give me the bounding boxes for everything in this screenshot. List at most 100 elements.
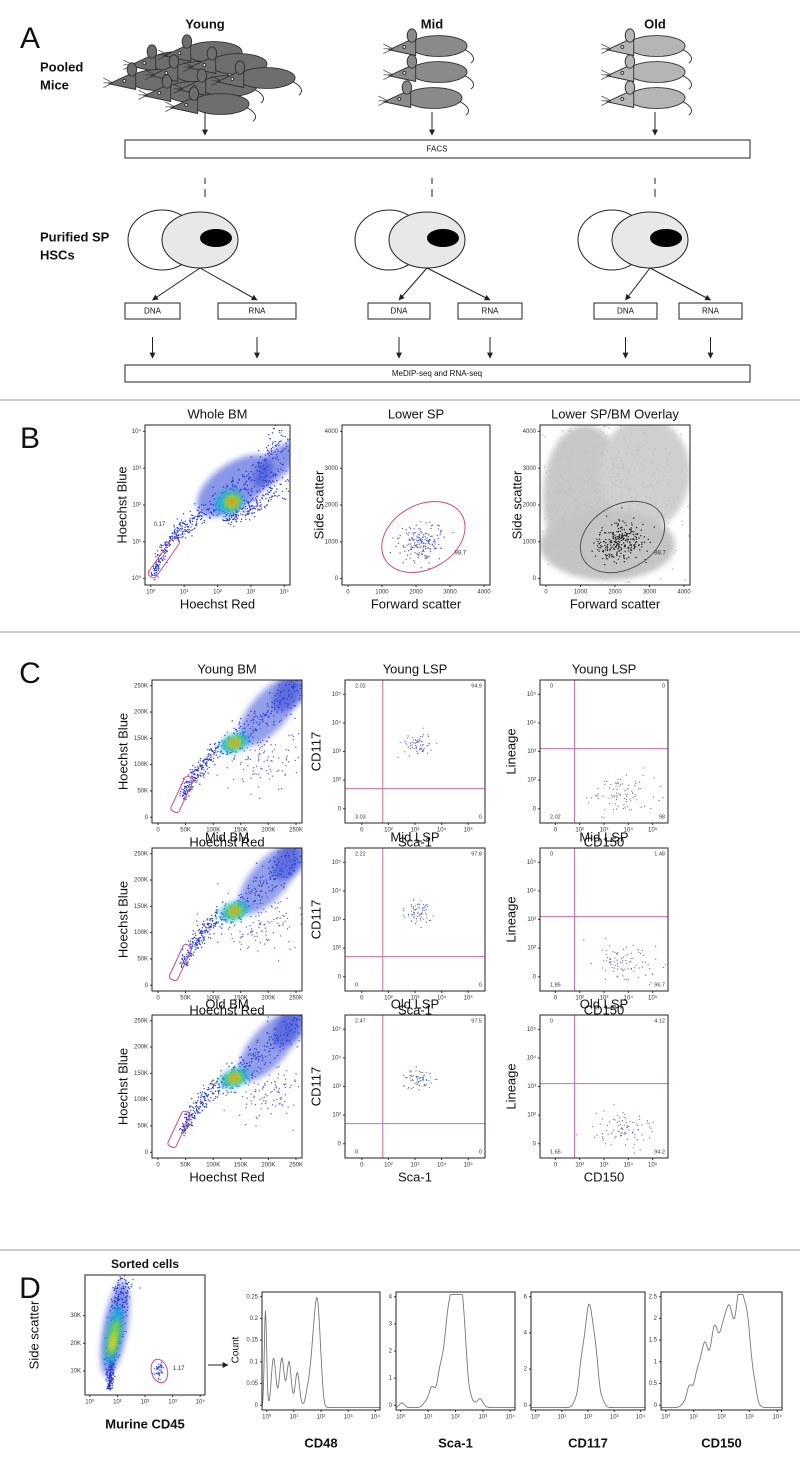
event-dot — [605, 541, 607, 544]
event-dot — [192, 933, 194, 936]
event-dot — [407, 915, 409, 917]
event-dot — [271, 443, 274, 445]
x-tick-label: 3000 — [443, 590, 457, 596]
event-dot — [269, 1054, 271, 1056]
event-dot — [259, 499, 261, 501]
event-dot — [119, 1276, 121, 1278]
event-dot — [595, 534, 597, 536]
event-dot — [426, 556, 429, 559]
event-dot — [588, 471, 590, 473]
event-dot — [587, 467, 590, 470]
event-dot — [280, 884, 283, 886]
event-dot — [413, 538, 415, 541]
event-dot — [424, 533, 426, 535]
event-dot — [209, 933, 211, 935]
arrow — [649, 267, 712, 301]
event-dot — [222, 919, 225, 921]
event-dot — [204, 929, 206, 932]
event-dot — [109, 1388, 112, 1390]
event-dot — [274, 457, 277, 460]
event-dot — [673, 501, 675, 504]
event-dot — [610, 527, 613, 530]
event-dot — [197, 776, 199, 779]
event-dot — [567, 457, 569, 459]
event-dot — [571, 469, 573, 471]
mouse-head — [605, 62, 635, 83]
event-dot — [641, 1124, 643, 1126]
event-dot — [170, 536, 172, 538]
event-dot — [235, 751, 237, 753]
event-dot — [276, 444, 278, 446]
event-dot — [286, 876, 288, 879]
event-dot — [200, 934, 203, 937]
event-dot — [113, 1365, 115, 1367]
event-dot — [642, 961, 644, 963]
event-dot — [567, 500, 569, 503]
event-dot — [254, 935, 256, 938]
event-dot — [417, 541, 419, 543]
event-dot — [111, 1385, 113, 1387]
event-dot — [201, 930, 203, 933]
event-dot — [416, 920, 418, 922]
event-dot — [420, 545, 422, 548]
event-dot — [272, 874, 275, 877]
event-dot — [282, 922, 284, 924]
event-dot — [220, 1075, 222, 1077]
event-dot — [190, 1105, 192, 1108]
event-dot — [261, 884, 263, 886]
event-dot — [654, 502, 657, 505]
event-dot — [220, 919, 223, 921]
event-dot — [262, 1085, 264, 1088]
event-dot — [253, 499, 255, 501]
event-dot — [264, 1055, 267, 1058]
event-dot — [598, 482, 600, 484]
event-dot — [617, 543, 620, 545]
event-dot — [588, 554, 591, 557]
event-dot — [547, 563, 550, 566]
event-dot — [184, 1129, 186, 1132]
x-tick-label: 2000 — [409, 590, 423, 596]
event-dot — [596, 527, 599, 530]
event-dot — [296, 1017, 299, 1019]
event-dot — [195, 937, 197, 939]
event-dot — [248, 887, 250, 890]
plot-frame — [539, 424, 691, 586]
event-dot — [622, 969, 624, 972]
event-dot — [430, 1082, 432, 1084]
event-dot — [636, 1124, 639, 1127]
quadrant-label: 96.7 — [654, 982, 665, 988]
event-dot — [259, 890, 261, 892]
event-dot — [256, 935, 258, 938]
event-dot — [244, 488, 246, 490]
quadrant-label: 4.12 — [654, 1018, 665, 1024]
event-dot — [620, 778, 622, 781]
event-dot — [210, 759, 212, 762]
event-dot — [630, 960, 632, 962]
event-dot — [258, 895, 260, 897]
event-dot — [283, 915, 285, 918]
event-dot — [236, 488, 238, 490]
event-dot — [278, 494, 280, 497]
event-dot — [625, 795, 628, 797]
event-dot — [648, 448, 650, 450]
event-dot — [126, 1303, 128, 1305]
event-dot — [639, 952, 642, 954]
event-dot — [612, 464, 615, 467]
event-dot — [201, 515, 203, 518]
event-dot — [595, 510, 598, 513]
event-dot — [201, 522, 203, 524]
event-dot — [411, 546, 414, 549]
event-dot — [595, 445, 598, 448]
event-dot — [257, 919, 260, 922]
x-tick-label: 3000 — [643, 590, 657, 596]
x-tick-label: 100K — [206, 828, 220, 834]
mouse-head — [605, 88, 635, 109]
event-dot — [106, 1316, 109, 1318]
event-dot — [283, 498, 285, 500]
event-dot — [290, 1028, 292, 1031]
event-dot — [616, 552, 618, 555]
event-dot — [238, 1114, 241, 1117]
y-tick-label: 10³ — [332, 1084, 341, 1090]
event-dot — [256, 741, 259, 744]
event-dot — [619, 1123, 621, 1125]
